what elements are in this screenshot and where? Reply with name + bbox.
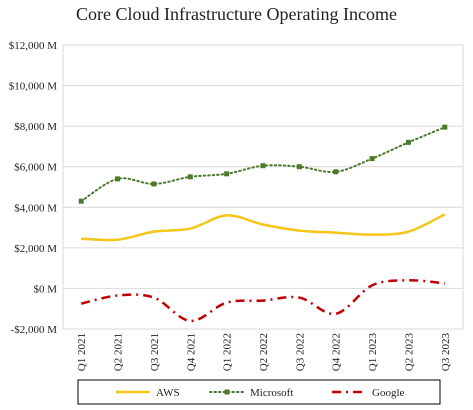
microsoft-data-point bbox=[187, 174, 193, 180]
x-tick-label: Q3 2022 bbox=[294, 333, 306, 371]
microsoft-data-point bbox=[260, 163, 266, 169]
microsoft-data-point bbox=[78, 198, 84, 204]
chart-title: Core Cloud Infrastructure Operating Inco… bbox=[76, 4, 397, 24]
google-series-line bbox=[80, 279, 445, 323]
y-axis-ticks: -$2,000 M $0 M $2,000 M $4,000 M $6,000 M $8,… bbox=[9, 40, 58, 336]
y-tick-label: $8,000 M bbox=[14, 121, 57, 133]
microsoft-legend-label: Microsoft bbox=[250, 387, 293, 399]
microsoft-data-point bbox=[296, 164, 302, 170]
series-lines bbox=[78, 124, 448, 323]
legend: AWS Microsoft Google bbox=[77, 379, 441, 405]
y-tick-label: $2,000 M bbox=[14, 243, 57, 255]
microsoft-data-point bbox=[369, 156, 375, 162]
x-tick-label: Q4 2021 bbox=[185, 333, 197, 371]
aws-legend-label: AWS bbox=[156, 387, 180, 399]
x-tick-label: Q2 2023 bbox=[403, 333, 415, 372]
y-tick-label: $0 M bbox=[33, 283, 57, 295]
y-tick-label: $12,000 M bbox=[9, 40, 58, 52]
x-tick-label: Q3 2021 bbox=[149, 333, 161, 371]
microsoft-data-point bbox=[442, 124, 448, 130]
microsoft-data-point bbox=[151, 181, 157, 187]
x-tick-label: Q1 2021 bbox=[76, 333, 88, 371]
aws-series-line bbox=[81, 213, 446, 242]
x-tick-label: Q2 2021 bbox=[113, 333, 125, 371]
y-tick-label: $4,000 M bbox=[14, 202, 57, 214]
plot-area bbox=[62, 44, 464, 330]
x-tick-label: Q4 2022 bbox=[331, 333, 343, 371]
y-tick-label: $10,000 M bbox=[9, 81, 58, 93]
x-tick-label: Q1 2022 bbox=[222, 333, 234, 371]
x-axis-ticks: Q1 2021 Q2 2021 Q3 2021 Q4 2021 Q1 2022 Q2 20… bbox=[76, 333, 452, 372]
microsoft-data-point bbox=[224, 171, 230, 177]
x-tick-label: Q2 2022 bbox=[258, 333, 270, 371]
x-tick-label: Q1 2023 bbox=[367, 333, 379, 372]
y-tick-label: $6,000 M bbox=[14, 162, 57, 174]
microsoft-data-point bbox=[333, 169, 339, 175]
microsoft-legend-marker bbox=[224, 389, 230, 395]
y-tick-label: -$2,000 M bbox=[11, 324, 58, 336]
google-legend-label: Google bbox=[372, 387, 405, 399]
microsoft-data-point bbox=[405, 139, 411, 145]
x-tick-label: Q3 2023 bbox=[440, 333, 452, 372]
microsoft-data-point bbox=[115, 176, 121, 182]
